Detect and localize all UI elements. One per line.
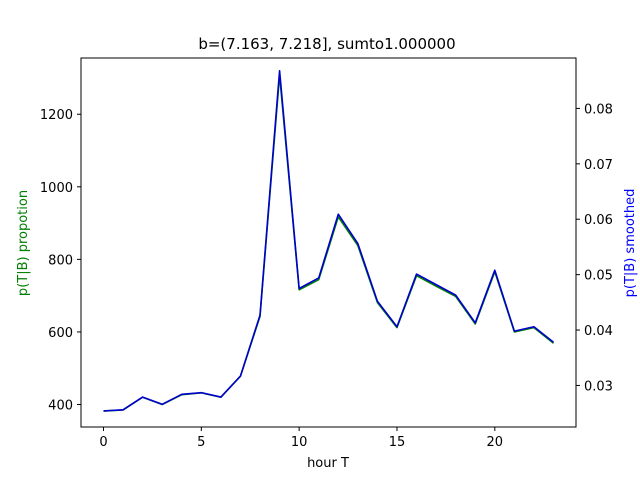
axis-ticks: 0 5 10 15 20 400 600 800 1000 1200 0.03 0.04 0.05 0.0… <box>40 102 613 450</box>
y-left-tick-label: 1200 <box>40 108 73 123</box>
y-left-tick-label: 600 <box>48 326 73 341</box>
series-line-right <box>103 69 554 412</box>
x-tick-label: 15 <box>389 435 406 450</box>
y-axis-left-label: p(T|B) propotion <box>16 190 31 296</box>
x-tick-label: 5 <box>197 435 205 450</box>
y-right-tick-label: 0.03 <box>584 379 613 394</box>
y-right-tick-label: 0.08 <box>584 102 613 117</box>
y-left-tick-label: 400 <box>48 399 73 414</box>
x-tick-label: 0 <box>99 435 107 450</box>
plot-area <box>80 57 577 428</box>
x-tick-label: 20 <box>487 435 504 450</box>
x-tick-label: 10 <box>291 435 308 450</box>
x-axis-label: hour T <box>307 456 349 471</box>
series-line-left <box>103 74 554 412</box>
y-right-tick-label: 0.05 <box>584 269 613 284</box>
y-axis-right-label: p(T|B) smoothed <box>623 189 638 298</box>
y-right-tick-label: 0.06 <box>584 213 613 228</box>
y-left-tick-label: 1000 <box>40 181 73 196</box>
chart-title: b=(7.163, 7.218], sumto1.000000 <box>198 35 455 53</box>
y-right-tick-label: 0.07 <box>584 158 613 173</box>
plot-frame <box>80 57 577 428</box>
y-right-tick-label: 0.04 <box>584 324 613 339</box>
y-left-tick-label: 800 <box>48 253 73 268</box>
